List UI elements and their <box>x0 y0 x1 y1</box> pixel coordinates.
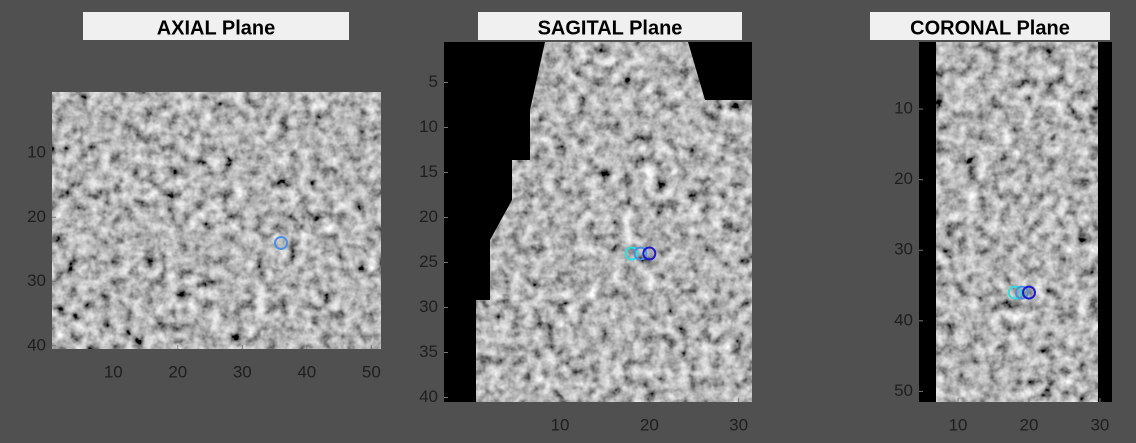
y-tick-label: 25 <box>419 252 438 271</box>
x-tick-label: 10 <box>949 415 968 434</box>
x-tick-label: 30 <box>1090 415 1109 434</box>
panel-title: SAGITAL Plane <box>538 17 683 39</box>
panel-title: CORONAL Plane <box>910 17 1070 39</box>
y-tick-label: 20 <box>27 207 46 226</box>
y-tick-label: 20 <box>894 169 913 188</box>
y-tick-label: 20 <box>419 207 438 226</box>
app-window: AXIAL Plane 10 20 30 40 10 20 30 40 50 SAGITAL Pla… <box>0 0 1136 443</box>
x-tick-label: 10 <box>104 362 123 381</box>
panel-title: AXIAL Plane <box>157 17 276 39</box>
y-tick-label: 30 <box>894 240 913 259</box>
y-tick-label: 40 <box>419 387 438 406</box>
y-tick-label: 40 <box>894 310 913 329</box>
x-tick-label: 20 <box>1020 415 1039 434</box>
y-tick-label: 10 <box>894 99 913 118</box>
y-tick-label: 40 <box>27 335 46 354</box>
x-tick-label: 30 <box>233 362 252 381</box>
x-tick-label: 30 <box>729 415 748 434</box>
y-tick-label: 10 <box>27 143 46 162</box>
image <box>52 92 381 349</box>
x-tick-label: 50 <box>362 362 381 381</box>
x-tick-label: 20 <box>168 362 187 381</box>
x-tick-label: 10 <box>551 415 570 434</box>
y-tick-label: 30 <box>419 297 438 316</box>
y-tick-label: 35 <box>419 342 438 361</box>
y-tick-label: 30 <box>27 271 46 290</box>
x-tick-label: 40 <box>297 362 316 381</box>
image <box>936 42 1098 402</box>
y-tick-label: 15 <box>419 162 438 181</box>
x-tick-label: 20 <box>640 415 659 434</box>
y-tick-label: 5 <box>429 72 438 91</box>
y-tick-label: 10 <box>419 117 438 136</box>
y-tick-label: 50 <box>894 381 913 400</box>
